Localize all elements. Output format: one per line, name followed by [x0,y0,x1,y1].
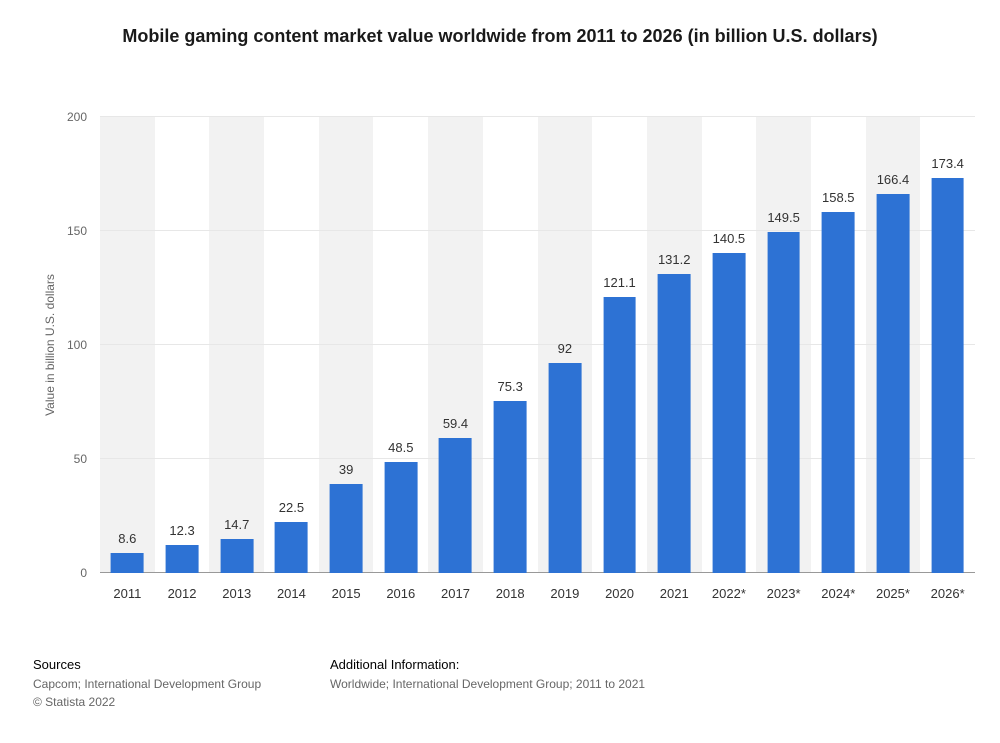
bar-value-label: 92 [557,341,573,357]
x-tick-label: 2017 [441,586,470,601]
bar [493,401,527,573]
category-column: 22.5 [264,117,319,573]
bar [329,484,363,573]
category-column: 173.4 [920,117,975,573]
bar-value-label: 8.6 [118,531,137,547]
y-tick-label: 100 [66,338,87,352]
category-column: 166.4 [866,117,921,573]
background-band [100,117,155,573]
bar [275,521,308,573]
statista-copyright: © Statista 2022 [33,695,116,709]
sources-label: Sources [33,657,81,672]
x-tick-label: 2021 [659,586,689,601]
bar-value-label: 158.5 [822,189,855,205]
bar-value-label: 59.4 [442,415,469,431]
x-tick-label: 2022* [711,586,746,601]
y-tick-label: 50 [73,452,87,466]
bar [767,232,800,573]
additional-info-text: Worldwide; International Development Gro… [330,677,646,691]
category-column: 140.5 [702,117,757,573]
x-tick-label: 2014 [276,586,306,601]
bar-value-label: 166.4 [876,171,910,187]
x-tick-label: 2013 [222,586,252,601]
additional-info-block: Additional Information: Worldwide; Inter… [330,657,645,695]
y-tick-label: 0 [80,566,87,580]
bar [384,462,418,573]
additional-info-label: Additional Information: [330,657,460,672]
bar-value-label: 39 [338,462,354,478]
x-tick-label: 2016 [386,586,416,601]
bar [821,211,855,573]
bar [220,539,254,573]
category-column: 92 [538,117,593,573]
bar [548,363,582,573]
bar [439,437,472,573]
bar-value-label: 121.1 [603,274,636,290]
bar [931,177,965,573]
category-column: 131.2 [647,117,702,573]
bar-value-label: 14.7 [224,517,250,533]
category-column: 158.5 [811,117,866,573]
gridline: 100 [67,338,975,352]
x-tick-label: 2015 [331,586,361,601]
bar [876,193,910,573]
sources-block: Sources Capcom; International Developmen… [33,657,261,713]
category-column: 48.5 [373,117,428,573]
x-tick-label: 2024* [821,586,856,601]
x-tick-label: 2020 [605,586,634,601]
bar-value-label: 131.2 [657,251,691,267]
bar [712,252,746,573]
bar-value-label: 48.5 [388,440,414,456]
y-axis-title: Value in billion U.S. dollars [43,274,57,416]
bar-value-label: 22.5 [278,499,305,515]
category-column: 59.4 [428,117,483,573]
bar-value-label: 149.5 [767,210,800,226]
category-column: 75.3 [483,117,538,573]
bar [110,553,144,573]
bar [165,544,199,573]
y-tick-label: 150 [66,224,87,238]
x-tick-label: 2011 [113,586,142,601]
x-tick-label: 2025* [875,586,910,601]
category-column: 121.1 [592,117,647,573]
gridline: 50 [74,452,975,466]
bar [603,296,636,573]
y-tick-label: 200 [66,110,87,124]
category-column: 12.3 [155,117,210,573]
bar-value-label: 12.3 [169,522,195,538]
gridline: 200 [67,110,975,124]
x-tick-label: 2019 [550,586,580,601]
x-tick-label: 2023* [766,586,801,601]
category-column: 149.5 [756,117,811,573]
category-column: 39 [319,117,374,573]
gridline: 150 [67,224,975,238]
x-axis-baseline: 0 [80,566,975,580]
bar-value-label: 173.4 [931,155,964,171]
x-tick-label: 2018 [495,586,525,601]
category-column: 14.7 [209,117,264,573]
plot-area-wrapper: 0 50 100 150 200 8.6 12.3 14.7 22.5 39 48.5 59.4 75… [67,110,975,601]
category-column: 8.6 [100,117,155,573]
sources-text: Capcom; International Development Group [33,677,262,691]
background-band [209,117,265,573]
bar-value-label: 140.5 [712,230,746,246]
bar [657,273,691,573]
x-axis: 2011 2012 2013 2014 2015 2016 2017 2018 2019 2020… [100,573,975,601]
plot-area: 8.6 12.3 14.7 22.5 39 48.5 59.4 75.3 92 121.1 131.… [100,117,975,573]
x-tick-label: 2026* [930,586,965,601]
gridlines: 0 50 100 150 200 [67,110,975,580]
bar-value-label: 75.3 [497,379,523,395]
chart-title: Mobile gaming content market value world… [122,26,878,46]
x-tick-label: 2012 [167,586,197,601]
